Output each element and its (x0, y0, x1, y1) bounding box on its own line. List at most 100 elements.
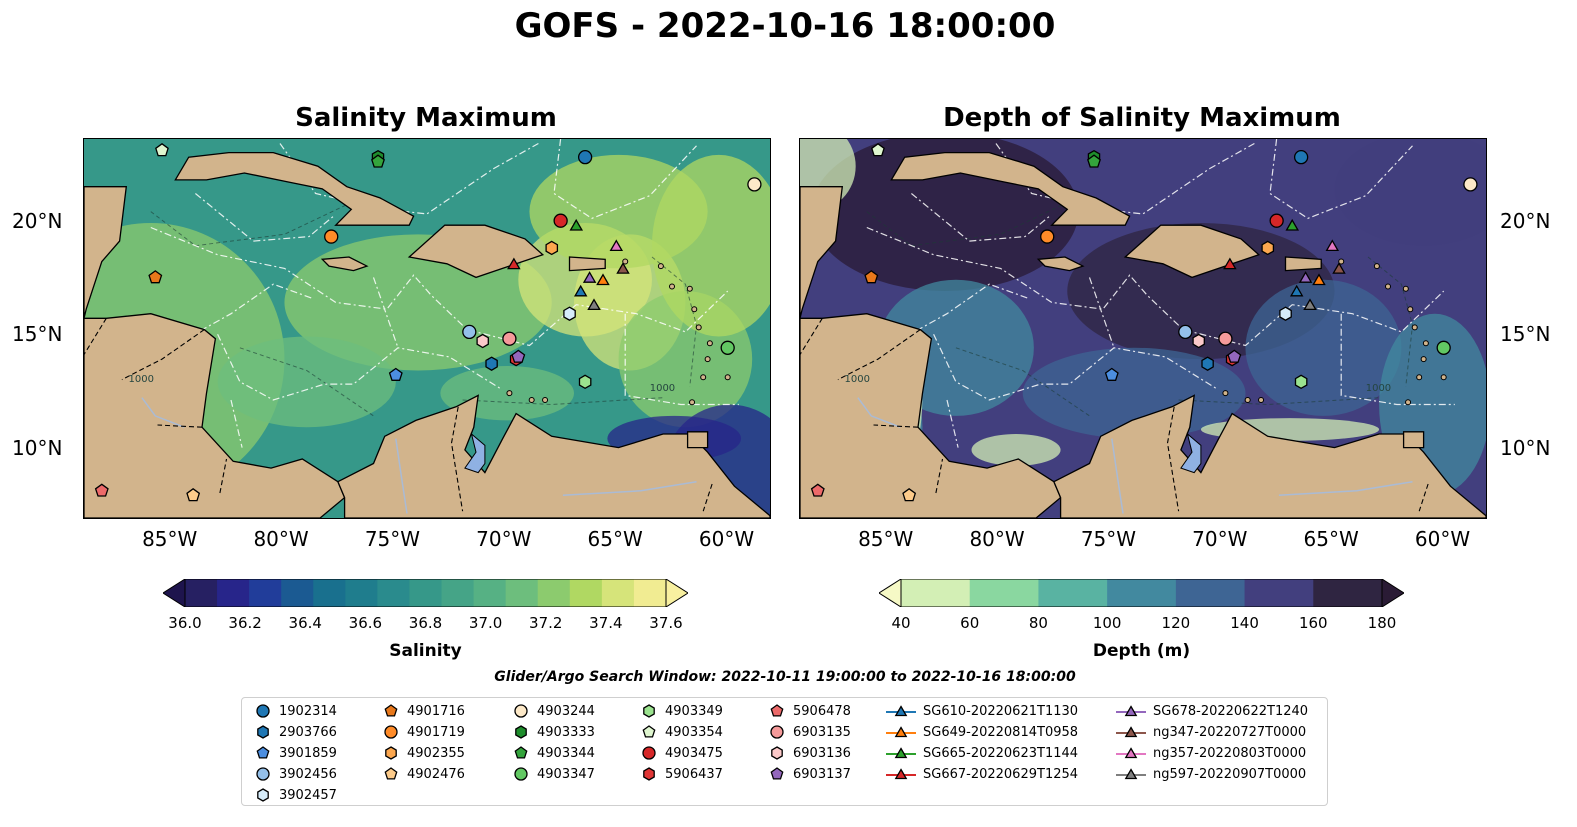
platform-marker-1902314 (577, 150, 593, 165)
argo-marker-icon (515, 725, 527, 739)
legend-label: 4903347 (537, 766, 595, 782)
platform-marker-3901859 (388, 367, 403, 381)
salinity-colorbar-label: Salinity (389, 641, 462, 661)
legend-label: ng597-20220907T0000 (1153, 766, 1307, 782)
legend-label: 2903766 (279, 724, 337, 740)
x-tick-label: 80°W (253, 527, 309, 551)
glider-marker-icon (1116, 726, 1146, 738)
argo-marker-icon (514, 746, 528, 759)
legend-item: 4903344 (512, 745, 595, 761)
colorbar-tick-label: 37.2 (529, 614, 563, 632)
bathymetry-contours (866, 202, 1414, 417)
contour-labels: 1000 1000 (129, 374, 676, 394)
land-puertorico (568, 256, 606, 272)
platform-marker-4903244 (1463, 177, 1478, 192)
platform-marker-4902476 (902, 487, 917, 502)
legend-label: 6903137 (793, 766, 851, 782)
platform-marker-3902456 (462, 324, 477, 340)
platform-marker-ng347-20220727T0000 (616, 262, 630, 274)
legend-item: 1902314 (254, 703, 337, 719)
depth-salinity-max-map[interactable]: 1000 1000 (799, 138, 1487, 519)
platform-legend: 1902314 2903766 3901859 3902456 3902457 49017… (241, 697, 1328, 806)
platform-marker-4901719 (324, 229, 339, 244)
salinity-colorbar (162, 578, 689, 608)
legend-item: 4903347 (512, 766, 595, 782)
legend-label: 1902314 (279, 703, 337, 719)
x-tick-label: 75°W (364, 527, 421, 551)
platform-marker-3902457 (563, 306, 576, 321)
legend-label: 4903333 (537, 724, 595, 740)
land-puertorico (1284, 256, 1322, 272)
land-jamaica (320, 256, 369, 272)
x-tick-label: 60°W (1414, 527, 1471, 551)
land-centralam (800, 313, 1062, 518)
platform-marker-SG665-20220623T1144 (1285, 218, 1300, 231)
legend-label: 3901859 (279, 745, 337, 761)
legend-item: SG649-20220814T0958 (886, 724, 1078, 740)
platform-marker-6903136 (476, 333, 489, 349)
argo-marker-icon (256, 704, 270, 718)
lake-maracaibo (1180, 432, 1202, 474)
legend-item: 4903333 (512, 724, 595, 740)
salinity-max-map[interactable]: 1000 1000 (83, 138, 771, 519)
contour-label: 1000 (845, 374, 870, 385)
glider-marker-icon (886, 747, 916, 759)
argo-marker-icon (257, 788, 269, 802)
platform-marker-4903349 (1294, 374, 1308, 390)
colorbar-tick-label: 37.6 (649, 614, 683, 632)
land-cuba (890, 151, 1131, 226)
platform-marker-3901859 (1104, 367, 1119, 381)
platform-marker-4903475 (1269, 213, 1284, 228)
x-tick-label: 70°W (1192, 527, 1248, 551)
argo-marker-icon (256, 767, 270, 781)
y-tick-label: 10°N (12, 435, 63, 460)
x-tick-label: 80°W (969, 527, 1025, 551)
argo-marker-icon (514, 704, 528, 718)
land-centralam (84, 313, 346, 518)
platform-marker-6903136 (1192, 333, 1205, 349)
platform-marker-4903244 (747, 177, 762, 192)
x-tick-label: 70°W (476, 527, 532, 551)
legend-item: 4903349 (640, 703, 723, 719)
platform-marker-SG610-20220621T1130 (573, 284, 588, 297)
platform-marker-ng597-20220907T0000 (587, 298, 601, 311)
legend-item: 3902457 (254, 787, 337, 803)
argo-marker-icon (770, 704, 784, 717)
legend-label: 6903136 (793, 745, 851, 761)
y-tick-label: 20°N (1500, 208, 1551, 233)
platform-marker-4903344 (371, 154, 385, 168)
colorbar-tick-label: 36.8 (408, 614, 443, 632)
country-borders (800, 318, 1429, 512)
colorbar-tick-label: 60 (960, 614, 980, 632)
legend-item: ng597-20220907T0000 (1116, 766, 1306, 782)
legend-item: 4903354 (640, 724, 723, 740)
legend-item: 4902476 (382, 766, 465, 782)
legend-item: 5906478 (768, 703, 851, 719)
legend-item: SG678-20220622T1240 (1116, 703, 1308, 719)
argo-marker-icon (385, 746, 397, 760)
argo-marker-icon (256, 746, 270, 759)
platform-marker-4903344 (1087, 154, 1101, 168)
platform-marker-4902355 (545, 240, 559, 256)
y-tick-label: 15°N (12, 322, 63, 347)
lake-maracaibo (464, 432, 486, 474)
platform-marker-6903135 (502, 331, 517, 346)
platform-marker-6903137 (511, 349, 526, 363)
platform-marker-3902456 (1178, 324, 1193, 340)
legend-item: 6903135 (768, 724, 851, 740)
platform-marker-2903766 (1201, 356, 1214, 371)
legend-label: SG610-20220621T1130 (923, 703, 1079, 719)
glider-marker-icon (886, 705, 916, 717)
platform-marker-SG665-20220623T1144 (569, 218, 584, 231)
land-hispaniola (407, 224, 545, 279)
platform-marker-SG667-20220629T1254 (507, 257, 521, 270)
x-tick-label: 85°W (142, 527, 198, 551)
platform-marker-SG610-20220621T1130 (1289, 284, 1304, 297)
colorbar-tick-label: 36.2 (228, 614, 262, 632)
legend-item: 6903136 (768, 745, 851, 761)
platform-marker-1902314 (1293, 150, 1309, 165)
legend-label: 4903344 (537, 745, 595, 761)
colorbar-tick-label: 36.4 (288, 614, 322, 632)
depth-map-canvas: 1000 1000 (800, 139, 1486, 518)
colorbar-tick-label: 160 (1298, 614, 1328, 632)
